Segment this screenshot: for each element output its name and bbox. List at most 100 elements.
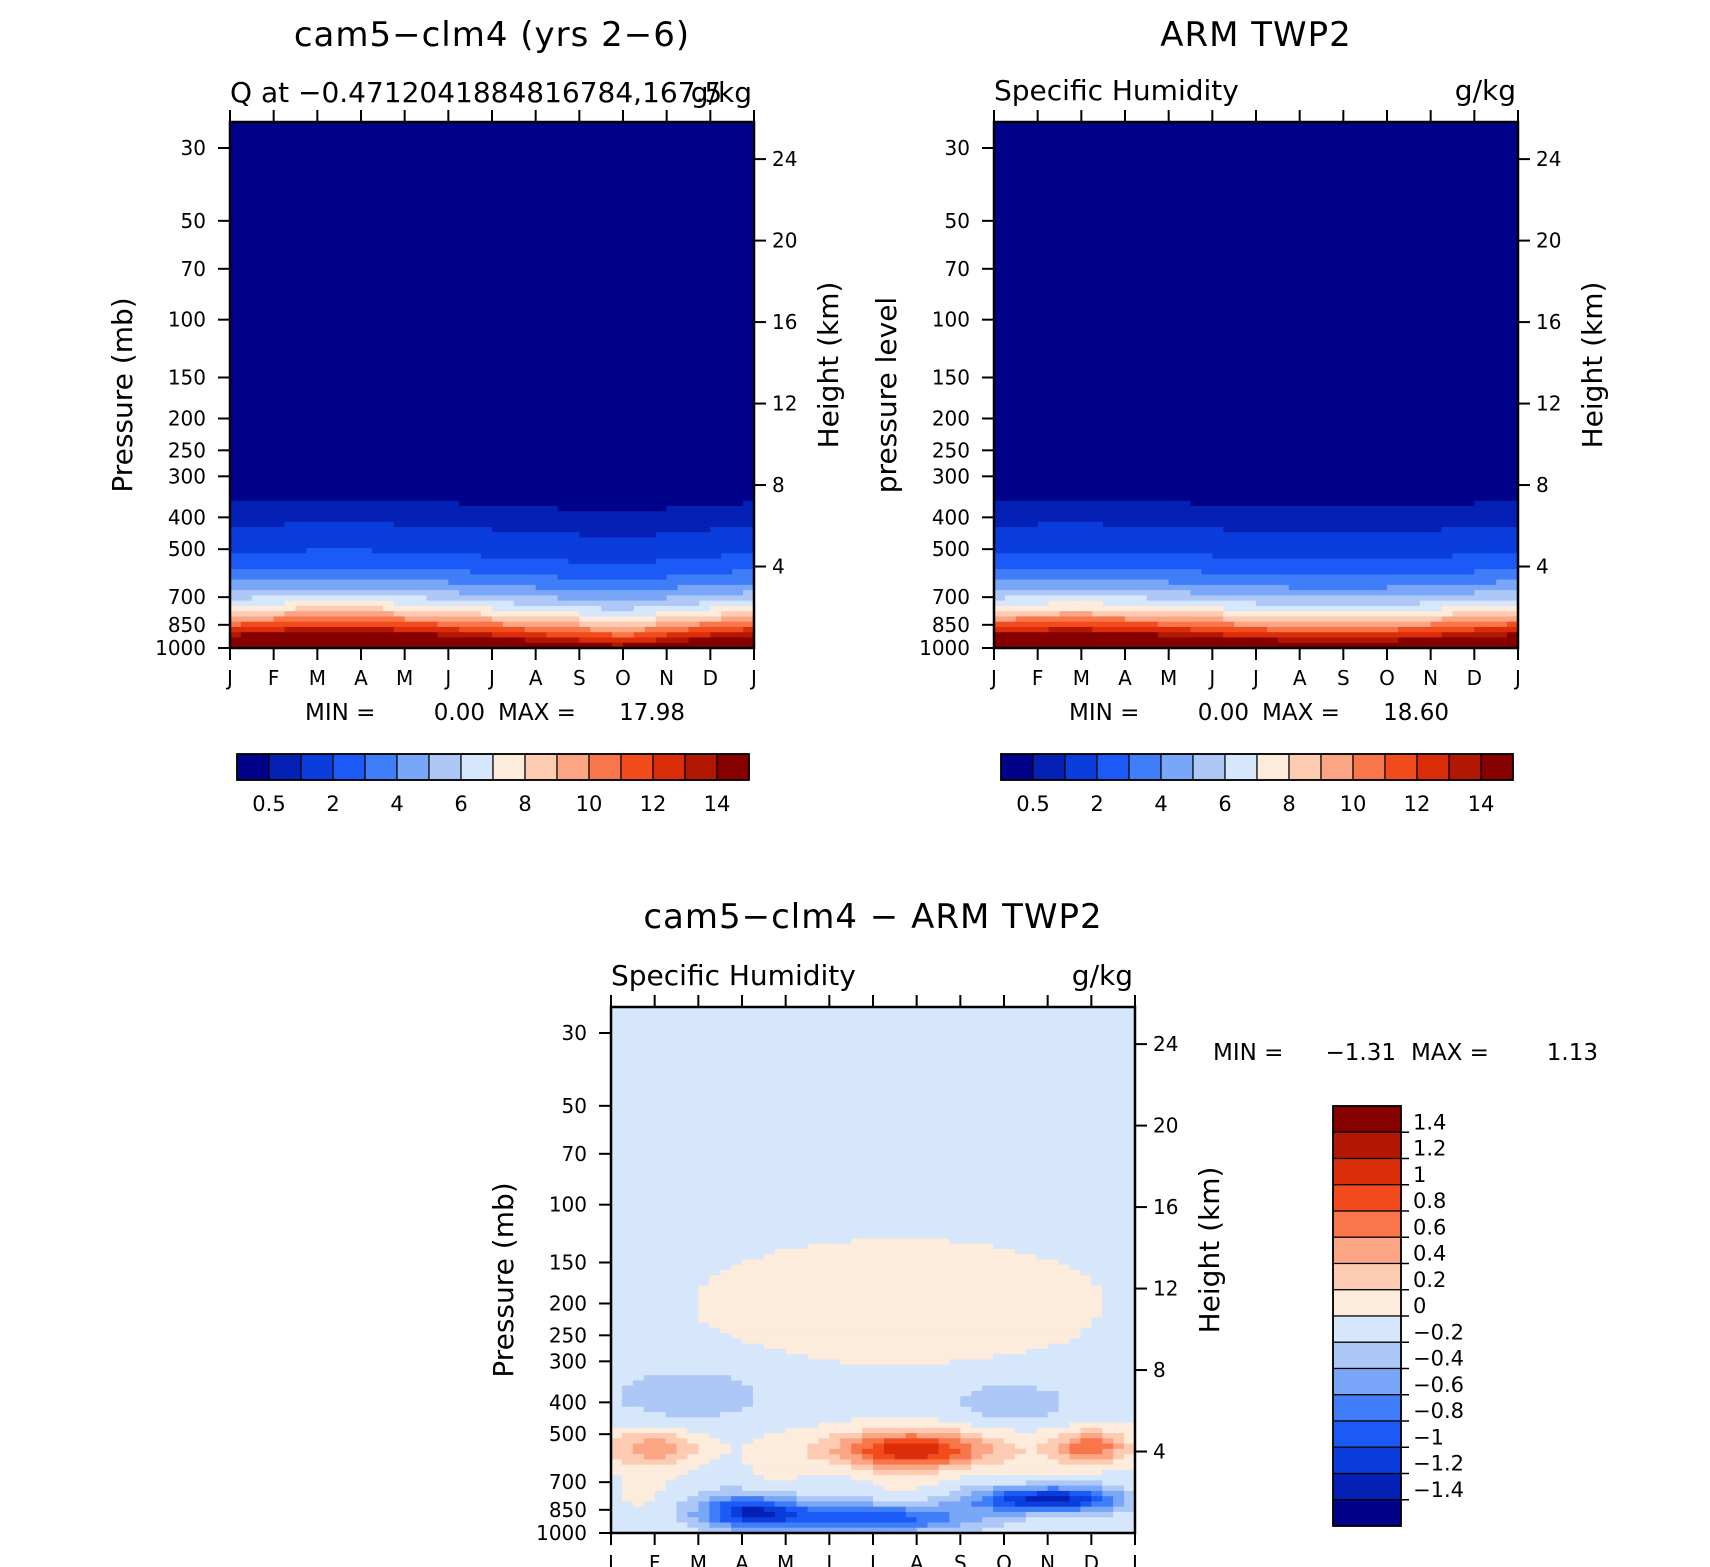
contour-cell: [415, 516, 428, 523]
contour-cell: [230, 511, 242, 518]
contour-cell: [513, 616, 526, 623]
contour-cell: [677, 616, 690, 623]
contour-cell: [328, 500, 340, 507]
contour-cell: [655, 432, 668, 439]
contour-cell: [481, 285, 493, 291]
contour-cell: [688, 248, 701, 255]
contour-cell: [579, 342, 591, 349]
contour-cell: [699, 148, 711, 155]
contour-cell: [350, 122, 362, 128]
contour-cell: [328, 295, 340, 302]
contour-cell: [339, 311, 351, 318]
contour-cell: [295, 379, 308, 386]
contour-cell: [459, 416, 471, 423]
contour-cell: [262, 264, 275, 270]
contour-cell: [623, 342, 635, 349]
contour-cell: [492, 532, 504, 539]
contour-cell: [721, 237, 733, 244]
contour-cell: [623, 143, 635, 149]
contour-cell: [350, 264, 362, 270]
contour-cell: [502, 505, 515, 512]
contour-cell: [601, 211, 613, 218]
contour-cell: [350, 621, 362, 628]
contour-cell: [448, 300, 460, 307]
contour-cell: [688, 221, 701, 228]
contour-cell: [426, 390, 439, 397]
contour-cell: [284, 516, 297, 523]
contour-cell: [371, 479, 384, 486]
contour-cell: [601, 600, 613, 607]
contour-cell: [481, 353, 493, 360]
contour-cell: [732, 306, 744, 312]
contour-cell: [382, 579, 395, 586]
contour-cell: [644, 274, 657, 281]
contour-cell: [284, 211, 297, 218]
contour-cell: [677, 574, 690, 581]
contour-cell: [513, 626, 526, 633]
contour-cell: [655, 595, 668, 602]
contour-cell: [328, 237, 340, 244]
contour-cell: [284, 258, 297, 265]
contour-cell: [502, 363, 515, 370]
contour-cell: [339, 337, 351, 344]
contour-cell: [328, 458, 340, 465]
contour-cell: [492, 400, 504, 407]
contour-cell: [426, 542, 439, 549]
contour-cell: [633, 200, 646, 207]
contour-cell: [426, 200, 439, 207]
contour-cell: [415, 563, 428, 570]
contour-cell: [371, 264, 384, 270]
contour-cell: [240, 148, 253, 155]
contour-cell: [513, 337, 526, 344]
contour-cell: [295, 264, 308, 270]
contour-cell: [481, 342, 493, 349]
contour-cell: [688, 300, 701, 307]
contour-cell: [612, 532, 624, 539]
contour-cell: [481, 206, 493, 213]
contour-cell: [339, 569, 351, 575]
contour-cell: [513, 137, 526, 144]
contour-cell: [535, 237, 548, 244]
contour-cell: [655, 442, 668, 449]
contour-cell: [273, 463, 286, 470]
contour-cell: [1070, 127, 1082, 134]
contour-cell: [339, 469, 351, 476]
contour-cell: [524, 211, 537, 218]
contour-cell: [699, 300, 711, 307]
contour-cell: [623, 406, 635, 412]
contour-cell: [371, 190, 384, 197]
contour-cell: [393, 169, 406, 176]
contour-cell: [633, 242, 646, 249]
contour-cell: [415, 448, 428, 454]
contour-cell: [633, 484, 646, 491]
contour-cell: [426, 437, 439, 444]
contour-cell: [459, 474, 471, 481]
contour-cell: [535, 632, 548, 639]
contour-cell: [568, 253, 580, 260]
contour-cell: [1212, 122, 1224, 128]
contour-cell: [688, 353, 701, 360]
contour-cell: [470, 385, 482, 391]
contour-cell: [317, 527, 329, 533]
contour-cell: [644, 148, 657, 155]
contour-cell: [623, 269, 635, 276]
contour-cell: [481, 400, 493, 407]
contour-cell: [382, 311, 395, 318]
contour-cell: [437, 385, 449, 391]
contour-cell: [306, 574, 318, 581]
contour-cell: [448, 432, 460, 439]
contour-cell: [426, 206, 439, 213]
contour-cell: [251, 400, 264, 407]
contour-cell: [273, 469, 286, 476]
contour-cell: [317, 427, 329, 433]
contour-cell: [535, 495, 548, 502]
contour-cell: [688, 327, 701, 333]
contour-cell: [481, 269, 493, 276]
contour-cell: [481, 221, 493, 228]
contour-cell: [644, 342, 657, 349]
contour-cell: [306, 479, 318, 486]
contour-cell: [633, 553, 646, 560]
contour-cell: [415, 332, 428, 339]
colorbar-swatch: [236, 753, 270, 781]
contour-cell: [426, 363, 439, 370]
